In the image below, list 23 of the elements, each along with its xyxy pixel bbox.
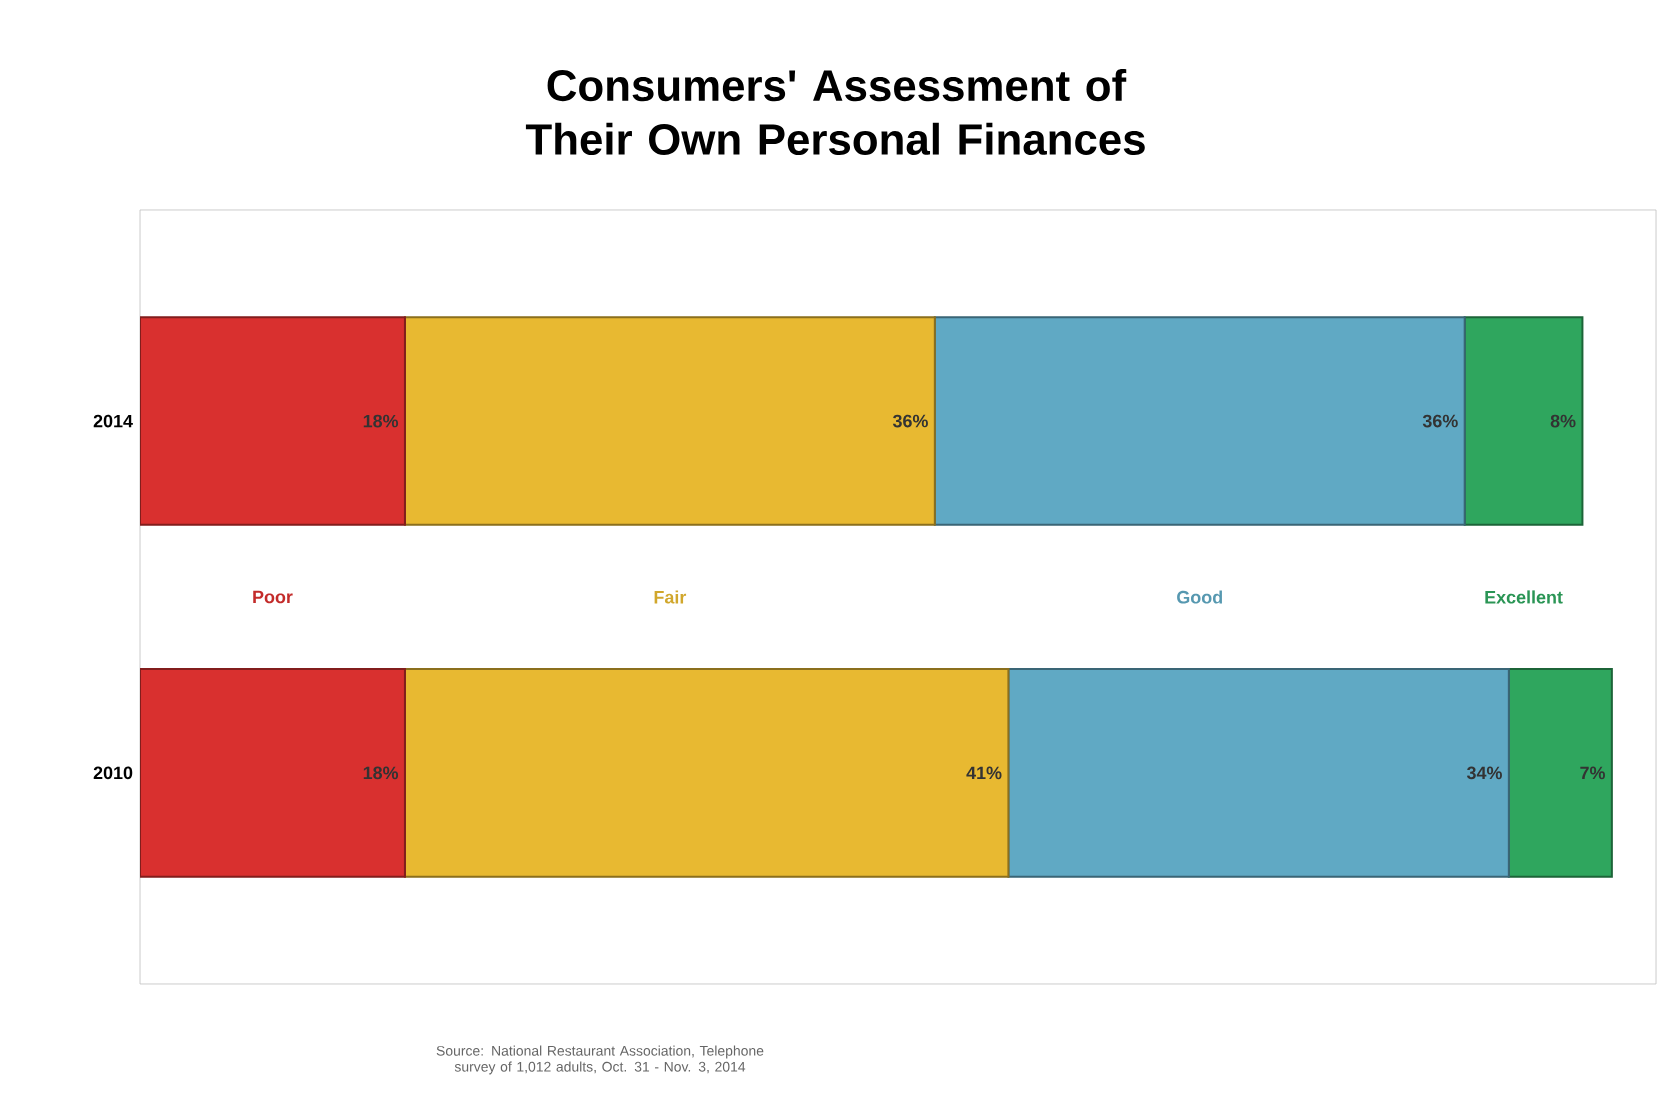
y-tick-label: 2014 [93,414,133,428]
bar [1007,668,1510,878]
data-label: 8% [1550,414,1576,428]
bar [403,316,936,526]
data-label: 36% [1422,414,1458,428]
data-label: 7% [1580,766,1605,780]
bar [1463,316,1584,526]
bar [140,316,406,526]
bar [933,316,1466,526]
chart-title: Consumers' Assessment of Their Own Personal Finances [525,68,1145,155]
bar [1507,668,1613,878]
data-label: 18% [363,766,399,780]
bar [403,668,1010,878]
data-label: 41% [966,766,1002,780]
text: Poor [253,590,293,604]
text: Fair [654,590,687,604]
text: Excellent [1485,590,1563,604]
data-label: 36% [892,414,928,428]
y-tick-label: 2010 [93,766,133,780]
data-label: 18% [363,414,399,428]
bar [140,668,406,878]
text: Good [1177,590,1222,604]
data-label: 34% [1466,766,1502,780]
